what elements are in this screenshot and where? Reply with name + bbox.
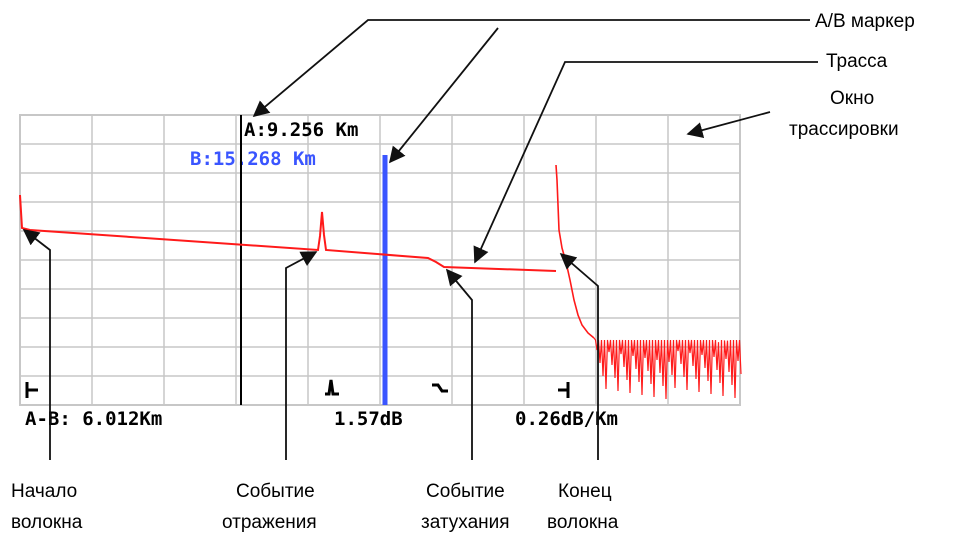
callout-fiber-end-line1: Конец (558, 481, 612, 502)
callout-trace: Трасса (826, 51, 888, 72)
fiber-end-icon (558, 382, 570, 398)
fiber-end-trace (555, 164, 595, 339)
window-arrow (686, 111, 771, 139)
callout-fiber-start-line2: волокна (11, 512, 83, 533)
fiber-start-icon (25, 382, 38, 398)
distance-readout: A-B: 6.012Km (25, 408, 162, 430)
trace-window (19, 114, 741, 406)
callout-fiber-end-line2: волокна (547, 512, 619, 533)
callout-reflection-line2: отражения (222, 512, 317, 533)
attenuation-arrow (445, 268, 473, 460)
attenuation-readout: 0.26dB/Km (515, 408, 618, 430)
callout-reflection-line1: Событие (236, 481, 315, 502)
non-reflective-event-icon (432, 383, 448, 393)
marker-b-label: B:15.268 Km (190, 148, 316, 170)
fiber-start-arrow (22, 229, 51, 460)
marker-a-label: A:9.256 Km (244, 119, 358, 141)
fiber-end-arrow (559, 252, 599, 460)
callout-ab-marker: А/В маркер (815, 11, 915, 32)
reflection-arrow (285, 251, 318, 460)
reflective-event-icon (325, 379, 339, 396)
loss-readout: 1.57dB (334, 408, 403, 430)
trace-arrow (473, 61, 818, 264)
callout-fiber-start-line1: Начало (11, 481, 77, 502)
noise-floor (593, 337, 742, 400)
ab-marker-arrow-b (388, 27, 499, 164)
callout-window-line2: трассировки (789, 119, 899, 140)
callout-attenuation-line1: Событие (426, 481, 505, 502)
callout-arrows (22, 19, 818, 460)
callout-window-line1: Окно (830, 88, 874, 109)
grid (20, 115, 740, 405)
callout-attenuation-line2: затухания (421, 512, 510, 533)
ab-marker-arrow-a (252, 19, 810, 118)
